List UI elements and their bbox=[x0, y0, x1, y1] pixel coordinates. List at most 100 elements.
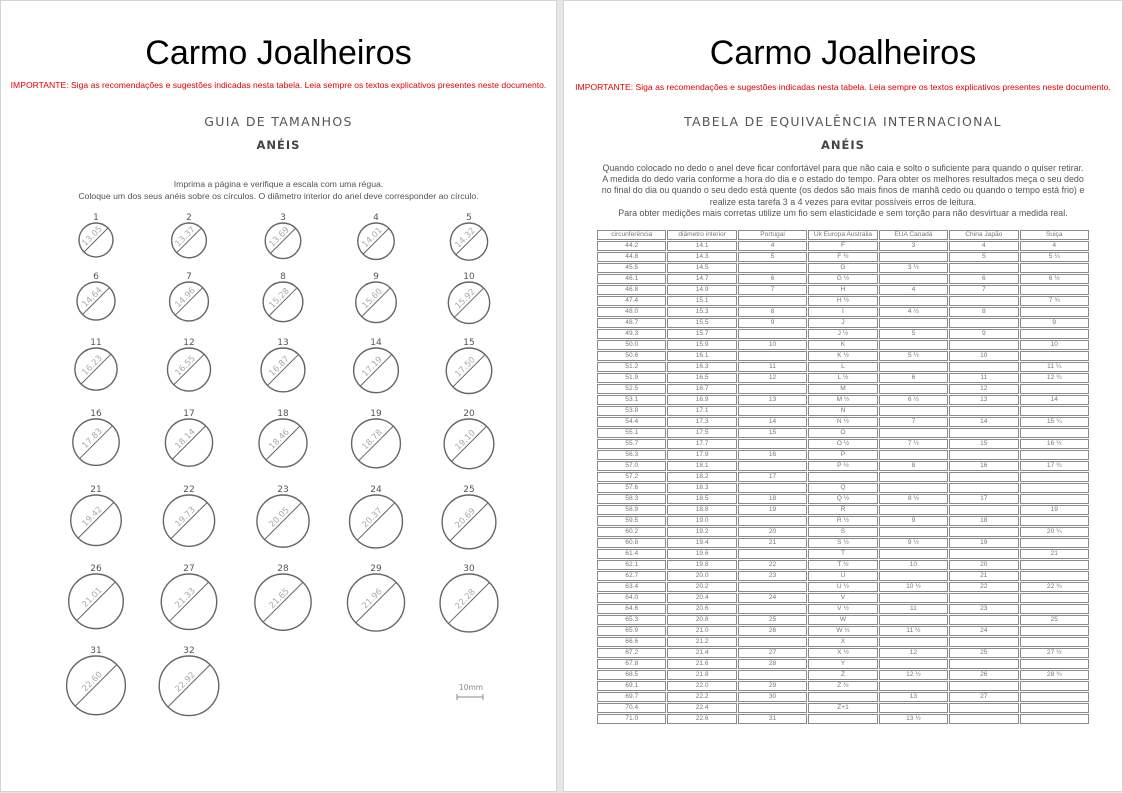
ring-circle bbox=[164, 418, 214, 467]
table-cell: 9 bbox=[737, 318, 808, 328]
table-cell bbox=[949, 340, 1019, 350]
table-cell: 68.5 bbox=[597, 670, 667, 680]
table-cell bbox=[737, 461, 808, 471]
table-cell bbox=[878, 428, 949, 438]
table-cell: 15.1 bbox=[667, 296, 737, 306]
table-row: 61.4 19.6 T 21 bbox=[597, 549, 1089, 559]
ring-circle bbox=[350, 418, 402, 469]
diameter-line bbox=[80, 353, 112, 385]
table-cell: 19 bbox=[1019, 505, 1089, 515]
table-cell: X ½ bbox=[808, 648, 878, 658]
table-cell: 20.4 bbox=[667, 593, 737, 603]
ring-number: 2 bbox=[186, 213, 192, 223]
ring-circle bbox=[355, 281, 397, 324]
section-heading: GUIA DE TAMANHOS bbox=[204, 114, 353, 129]
table-cell: 64.6 bbox=[597, 604, 667, 614]
diameter-line bbox=[265, 425, 301, 461]
ring-size-27: 27 21.33 bbox=[160, 564, 218, 631]
ring-size-1: 113.05 bbox=[78, 213, 114, 258]
table-cell bbox=[949, 615, 1019, 625]
table-cell bbox=[949, 593, 1019, 603]
table-cell: 21 bbox=[737, 538, 808, 548]
diameter-line bbox=[455, 228, 483, 256]
ring-number: 13 bbox=[277, 338, 288, 348]
table-cell bbox=[878, 472, 949, 482]
table-cell: 10 bbox=[878, 560, 949, 570]
table-cell bbox=[949, 318, 1019, 328]
table-row: 51.2 16.3 11 L 11 ¼ bbox=[597, 362, 1089, 372]
table-cell bbox=[737, 516, 808, 526]
table-cell: 22 ¾ bbox=[1019, 582, 1089, 592]
table-cell: 16 bbox=[737, 450, 808, 460]
table-cell bbox=[949, 450, 1019, 460]
table-cell: L bbox=[808, 362, 878, 372]
table-cell: N bbox=[808, 406, 878, 416]
ring-circle bbox=[443, 418, 495, 470]
table-cell: 12 bbox=[878, 648, 949, 658]
table-cell: 29 bbox=[737, 681, 808, 691]
table-cell: J bbox=[808, 318, 878, 328]
brand-title: Carmo Joalheiros bbox=[145, 34, 412, 72]
table-cell bbox=[878, 637, 949, 647]
ring-number: 11 bbox=[90, 338, 101, 348]
table-cell bbox=[1019, 637, 1089, 647]
column-header: Uk Europa Austrália bbox=[808, 230, 878, 240]
table-cell: 8 bbox=[949, 307, 1019, 317]
ring-diameter: 22.28 bbox=[453, 587, 477, 611]
table-cell: 11 ¼ bbox=[1019, 362, 1089, 372]
table-cell: 16 ½ bbox=[1019, 439, 1089, 449]
ring-size-3: 313.69 bbox=[264, 213, 302, 260]
ring-diameter: 21.96 bbox=[360, 587, 384, 611]
table-cell bbox=[1019, 263, 1089, 273]
table-cell: 14 bbox=[1019, 395, 1089, 405]
ring-diameter: 17.83 bbox=[80, 427, 104, 451]
ring-number: 17 bbox=[183, 409, 194, 419]
table-cell bbox=[878, 527, 949, 537]
ring-size-7: 714.96 bbox=[168, 272, 210, 322]
table-cell: 7 bbox=[949, 285, 1019, 295]
column-header: China Japão bbox=[949, 230, 1019, 240]
table-row: 44.2 14.1 4 F 3 4 4 bbox=[597, 241, 1089, 251]
table-cell bbox=[1019, 560, 1089, 570]
table-cell bbox=[1019, 626, 1089, 636]
table-cell: N ½ bbox=[808, 417, 878, 427]
table-cell: 3 bbox=[878, 241, 949, 251]
ring-circle bbox=[264, 222, 302, 260]
table-cell bbox=[949, 703, 1019, 713]
diameter-line bbox=[169, 581, 209, 622]
table-cell: T ½ bbox=[808, 560, 878, 570]
table-cell: R bbox=[808, 505, 878, 515]
ring-diameter: 16.55 bbox=[173, 354, 197, 378]
table-cell: 19.6 bbox=[667, 549, 737, 559]
table-cell: 64.0 bbox=[597, 593, 667, 603]
table-cell: 19.2 bbox=[667, 527, 737, 537]
ring-circle bbox=[162, 494, 216, 547]
ring-number: 19 bbox=[370, 409, 382, 419]
ring-circle bbox=[260, 347, 306, 393]
table-cell bbox=[949, 472, 1019, 482]
table-cell bbox=[949, 681, 1019, 691]
table-cell: T bbox=[808, 549, 878, 559]
column-header: circunferência bbox=[597, 230, 667, 240]
table-cell: 28 bbox=[737, 659, 808, 669]
ring-diameter: 15.60 bbox=[360, 287, 384, 311]
table-cell bbox=[949, 714, 1019, 724]
paragraph-line: realize esta tarefa 3 a 4 vezes para evi… bbox=[709, 196, 977, 207]
table-cell: 60.2 bbox=[597, 527, 667, 537]
ring-size-guide-page: Carmo Joalheiros IMPORTANTE: Siga as rec… bbox=[0, 0, 557, 792]
ring-size-5: 514.32 bbox=[449, 213, 489, 261]
ring-size-32: 32 22.92 bbox=[158, 646, 220, 717]
ring-number: 16 bbox=[90, 409, 102, 419]
table-cell bbox=[949, 549, 1019, 559]
table-cell: 8 bbox=[737, 307, 808, 317]
table-cell bbox=[949, 263, 1019, 273]
ring-circles: 113.05213.37313.69414.01514.32614.64714.… bbox=[65, 213, 499, 717]
table-cell: 53.8 bbox=[597, 406, 667, 416]
ring-diameter: 19.42 bbox=[80, 505, 104, 529]
table-cell: U bbox=[808, 571, 878, 581]
table-cell bbox=[737, 703, 808, 713]
ring-circle bbox=[160, 573, 218, 631]
